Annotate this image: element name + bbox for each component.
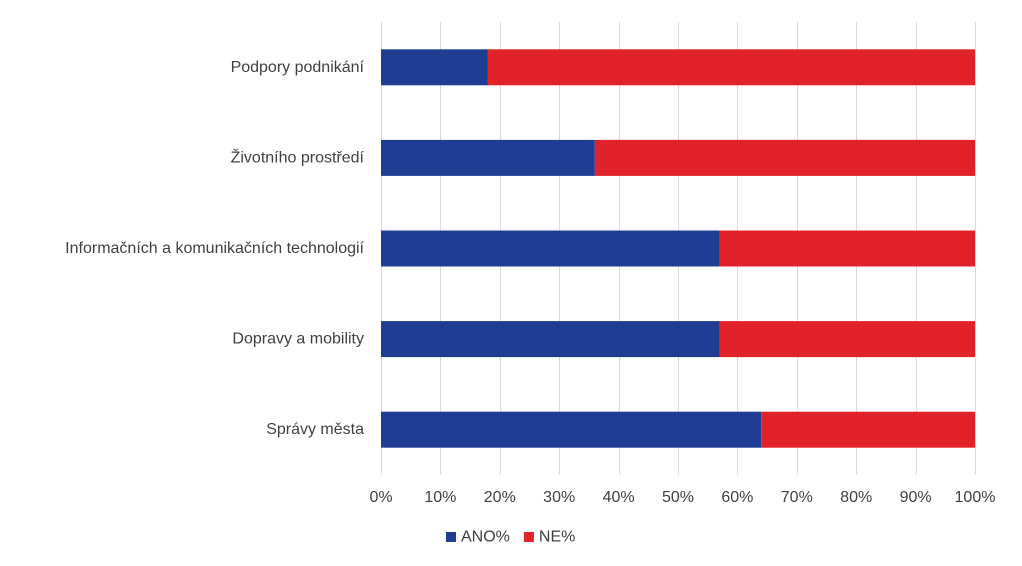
category-label-2: Informačních a komunikačních technologií <box>65 240 364 257</box>
category-label-0: Podpory podnikání <box>231 59 365 76</box>
legend: ANO% NE% <box>446 529 575 546</box>
bar-ano-3 <box>381 321 720 358</box>
x-tick-label-100: 100% <box>955 489 996 506</box>
bar-ano-2 <box>381 230 720 267</box>
x-tick-label-20: 20% <box>484 489 516 506</box>
x-tick-labels: 0% 10% 20% 30% 40% 50% 60% 70% 80% 90% 100% <box>369 489 995 506</box>
bars <box>381 49 975 448</box>
bar-ne-1 <box>594 139 975 176</box>
x-tick-label-70: 70% <box>781 489 813 506</box>
x-tick-label-0: 0% <box>369 489 392 506</box>
category-label-4: Správy města <box>266 421 364 438</box>
x-tick-label-40: 40% <box>603 489 635 506</box>
x-tick-label-10: 10% <box>424 489 456 506</box>
bar-ne-2 <box>719 230 975 267</box>
legend-item-ano: ANO% <box>446 529 510 546</box>
bar-ano-0 <box>381 49 488 86</box>
x-tick-label-50: 50% <box>662 489 694 506</box>
bar-ano-4 <box>381 411 762 448</box>
legend-swatch-ano <box>446 532 456 542</box>
x-tick-label-60: 60% <box>721 489 753 506</box>
bar-ne-3 <box>719 321 975 358</box>
legend-label-ne: NE% <box>539 529 575 546</box>
legend-item-ne: NE% <box>523 529 575 546</box>
legend-label-ano: ANO% <box>461 529 510 546</box>
category-label-1: Životního prostředí <box>231 147 365 166</box>
x-tick-label-30: 30% <box>543 489 575 506</box>
category-labels: Podpory podnikání Životního prostředí Info… <box>65 59 364 438</box>
category-label-3: Dopravy a mobility <box>232 331 364 348</box>
bar-ne-4 <box>761 411 975 448</box>
legend-swatch-ne <box>523 532 534 542</box>
bar-ano-1 <box>381 139 595 176</box>
bar-ne-0 <box>487 49 975 86</box>
x-tick-label-90: 90% <box>900 489 932 506</box>
x-tick-label-80: 80% <box>840 489 872 506</box>
